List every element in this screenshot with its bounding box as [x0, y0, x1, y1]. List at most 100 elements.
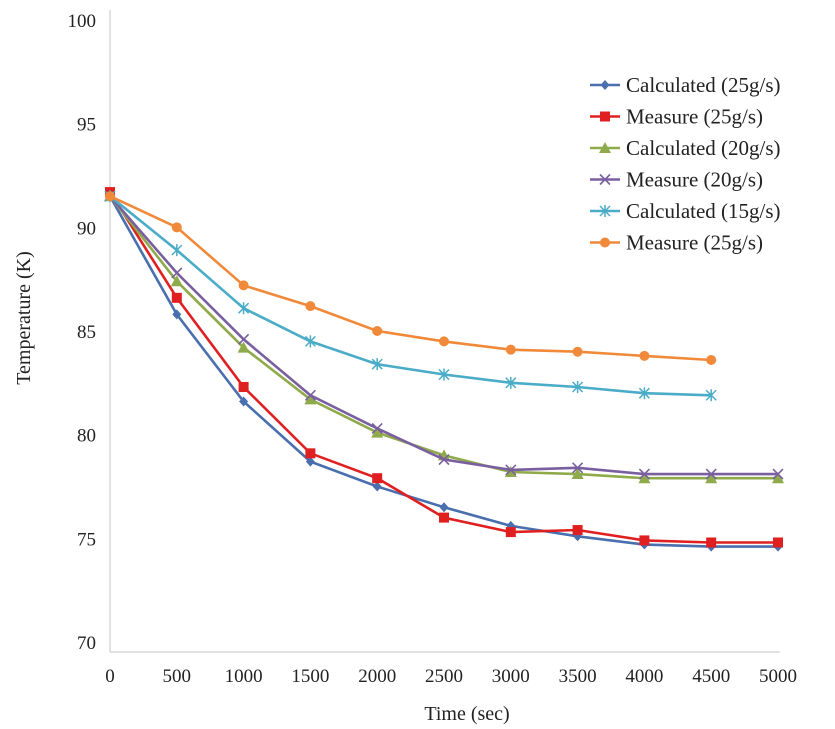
data-point: [706, 355, 717, 366]
data-point: [706, 537, 717, 548]
data-point: [238, 280, 249, 291]
legend-marker: [599, 142, 611, 153]
data-point: [439, 336, 449, 347]
data-point: [773, 537, 783, 548]
data-point: [372, 481, 382, 492]
data-point: [105, 191, 115, 202]
data-point: [305, 301, 316, 312]
data-point: [705, 468, 717, 480]
data-point: [639, 535, 650, 546]
data-point: [171, 244, 183, 257]
data-point: [439, 502, 449, 513]
x-axis-title: Time (sec): [424, 703, 509, 725]
data-point: [305, 456, 315, 467]
data-point: [305, 448, 316, 459]
legend-item: Measure (25g/s): [590, 231, 763, 255]
legend-item: Calculated (15g/s): [590, 199, 781, 223]
data-point: [238, 333, 250, 345]
data-point: [504, 465, 517, 477]
data-point: [438, 368, 450, 381]
data-point: [172, 309, 182, 320]
data-point: [705, 389, 717, 402]
legend-label: Calculated (20g/s): [626, 136, 781, 160]
x-tick-label: 1500: [291, 666, 329, 687]
data-point: [438, 453, 450, 466]
legend-marker: [600, 237, 610, 248]
data-point: [239, 396, 249, 407]
legend-item: Measure (25g/s): [590, 105, 763, 129]
data-point: [171, 267, 183, 279]
data-point: [171, 222, 182, 233]
data-point: [505, 376, 517, 389]
legend-marker: [600, 80, 610, 90]
legend-marker: [600, 111, 610, 122]
data-point: [505, 344, 516, 355]
data-point: [171, 292, 182, 303]
series-2: [104, 190, 784, 484]
series-line: [109, 195, 712, 362]
data-point: [772, 472, 784, 484]
y-tick-label: 70: [77, 633, 96, 654]
y-tick-label: 75: [77, 529, 96, 550]
data-point: [572, 346, 583, 357]
x-tick-labels: 0 500 1000 1500 2000 2500 3000 3500 4000 4500 5000: [105, 666, 797, 687]
data-point: [238, 381, 249, 392]
data-point: [439, 512, 449, 523]
data-point: [372, 326, 383, 336]
y-tick-labels: 70 75 80 85 90 95 100: [68, 11, 97, 654]
legend-label: Calculated (25g/s): [626, 73, 781, 97]
data-point: [572, 380, 584, 393]
data-point: [505, 527, 516, 538]
series-5: [105, 191, 717, 366]
x-tick-label: 5000: [759, 666, 797, 687]
x-tick-label: 3500: [559, 666, 597, 687]
legend-label: Calculated (15g/s): [626, 199, 781, 223]
data-point: [638, 472, 651, 484]
data-point: [371, 426, 384, 438]
data-point: [304, 393, 317, 405]
legend-label: Measure (25g/s): [626, 231, 763, 255]
x-tick-label: 2500: [425, 666, 463, 687]
x-tick-label: 2000: [358, 666, 396, 687]
data-point: [371, 358, 383, 371]
legend-label: Measure (20g/s): [626, 168, 763, 192]
x-tick-label: 3000: [492, 666, 530, 687]
data-point: [638, 468, 650, 480]
series-1: [105, 187, 783, 548]
x-tick-label: 0: [105, 666, 115, 687]
legend: Calculated (25g/s) Measure (25g/s) Calcula…: [590, 73, 781, 255]
data-point: [572, 462, 584, 474]
data-point: [304, 389, 316, 401]
data-point: [639, 350, 650, 361]
x-tick-label: 500: [163, 666, 192, 687]
legend-item: Calculated (20g/s): [590, 136, 781, 160]
data-point: [237, 341, 250, 353]
legend-label: Measure (25g/s): [626, 105, 763, 129]
data-point: [372, 473, 383, 484]
legend-item: Measure (20g/s): [590, 168, 763, 192]
data-point: [772, 468, 784, 480]
x-tick-label: 4500: [692, 666, 730, 687]
series-line: [109, 195, 712, 397]
axes: [109, 10, 780, 653]
legend-marker: [599, 173, 611, 186]
y-tick-label: 80: [77, 426, 96, 447]
y-axis-title: Temperature (K): [13, 251, 35, 385]
data-point: [505, 464, 517, 476]
x-tick-label: 1000: [225, 666, 263, 687]
legend-marker: [599, 205, 611, 217]
y-tick-label: 95: [77, 115, 96, 136]
legend-item: Calculated (25g/s): [590, 73, 781, 97]
data-point: [170, 275, 183, 287]
x-tick-label: 4000: [625, 666, 663, 687]
series-layer: [104, 187, 784, 552]
y-tick-label: 85: [77, 322, 96, 343]
series-0: [105, 191, 783, 552]
data-point: [371, 422, 383, 435]
data-point: [572, 525, 583, 536]
y-tick-label: 100: [68, 11, 97, 32]
data-point: [304, 335, 316, 348]
data-point: [238, 302, 250, 315]
